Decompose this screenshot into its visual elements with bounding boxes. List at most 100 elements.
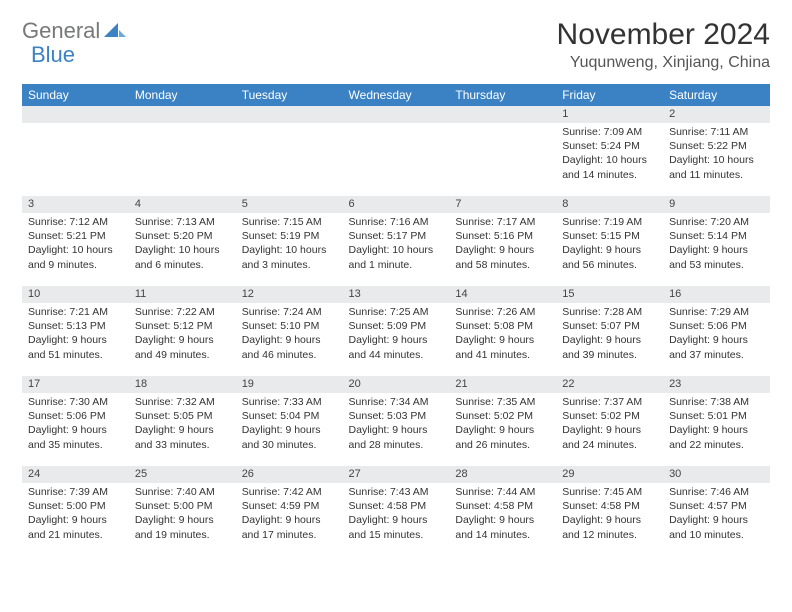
sunset-line: Sunset: 5:00 PM xyxy=(28,499,123,513)
day-number: 21 xyxy=(449,376,556,393)
sunset-line: Sunset: 5:13 PM xyxy=(28,319,123,333)
daylight-line: Daylight: 10 hours and 1 minute. xyxy=(349,243,444,271)
calendar-week-row: 3Sunrise: 7:12 AMSunset: 5:21 PMDaylight… xyxy=(22,196,770,286)
day-content: Sunrise: 7:38 AMSunset: 5:01 PMDaylight:… xyxy=(663,393,770,456)
sunset-line: Sunset: 5:00 PM xyxy=(135,499,230,513)
day-number: 28 xyxy=(449,466,556,483)
daylight-line: Daylight: 9 hours and 44 minutes. xyxy=(349,333,444,361)
sunrise-line: Sunrise: 7:46 AM xyxy=(669,485,764,499)
sunset-line: Sunset: 5:14 PM xyxy=(669,229,764,243)
day-content: Sunrise: 7:21 AMSunset: 5:13 PMDaylight:… xyxy=(22,303,129,366)
day-number: 20 xyxy=(343,376,450,393)
day-number: 27 xyxy=(343,466,450,483)
sunrise-line: Sunrise: 7:12 AM xyxy=(28,215,123,229)
day-content: Sunrise: 7:37 AMSunset: 5:02 PMDaylight:… xyxy=(556,393,663,456)
calendar-day-cell: 14Sunrise: 7:26 AMSunset: 5:08 PMDayligh… xyxy=(449,286,556,376)
sunset-line: Sunset: 5:05 PM xyxy=(135,409,230,423)
day-content: Sunrise: 7:24 AMSunset: 5:10 PMDaylight:… xyxy=(236,303,343,366)
day-content: Sunrise: 7:32 AMSunset: 5:05 PMDaylight:… xyxy=(129,393,236,456)
day-content: Sunrise: 7:34 AMSunset: 5:03 PMDaylight:… xyxy=(343,393,450,456)
daylight-line: Daylight: 10 hours and 9 minutes. xyxy=(28,243,123,271)
day-content xyxy=(236,123,343,183)
sunset-line: Sunset: 5:17 PM xyxy=(349,229,444,243)
day-number: 10 xyxy=(22,286,129,303)
daylight-line: Daylight: 9 hours and 49 minutes. xyxy=(135,333,230,361)
day-content xyxy=(449,123,556,183)
sunset-line: Sunset: 5:16 PM xyxy=(455,229,550,243)
sunrise-line: Sunrise: 7:43 AM xyxy=(349,485,444,499)
daylight-line: Daylight: 9 hours and 12 minutes. xyxy=(562,513,657,541)
daylight-line: Daylight: 9 hours and 19 minutes. xyxy=(135,513,230,541)
daylight-line: Daylight: 9 hours and 26 minutes. xyxy=(455,423,550,451)
sunrise-line: Sunrise: 7:33 AM xyxy=(242,395,337,409)
day-content: Sunrise: 7:45 AMSunset: 4:58 PMDaylight:… xyxy=(556,483,663,546)
day-content: Sunrise: 7:43 AMSunset: 4:58 PMDaylight:… xyxy=(343,483,450,546)
daylight-line: Daylight: 9 hours and 15 minutes. xyxy=(349,513,444,541)
calendar-week-row: 1Sunrise: 7:09 AMSunset: 5:24 PMDaylight… xyxy=(22,106,770,196)
calendar-table: SundayMondayTuesdayWednesdayThursdayFrid… xyxy=(22,84,770,556)
day-content: Sunrise: 7:17 AMSunset: 5:16 PMDaylight:… xyxy=(449,213,556,276)
sunset-line: Sunset: 5:06 PM xyxy=(28,409,123,423)
day-number: 19 xyxy=(236,376,343,393)
day-number: 25 xyxy=(129,466,236,483)
calendar-week-row: 17Sunrise: 7:30 AMSunset: 5:06 PMDayligh… xyxy=(22,376,770,466)
day-number: 17 xyxy=(22,376,129,393)
calendar-day-cell: 30 Sunrise: 7:46 AMSunset: 4:57 PMDayligh… xyxy=(663,466,770,556)
calendar-day-cell xyxy=(129,106,236,196)
sunrise-line: Sunrise: 7:17 AM xyxy=(455,215,550,229)
sunrise-line: Sunrise: 7:28 AM xyxy=(562,305,657,319)
daylight-line: Daylight: 9 hours and 30 minutes. xyxy=(242,423,337,451)
calendar-day-cell xyxy=(343,106,450,196)
sunset-line: Sunset: 5:02 PM xyxy=(562,409,657,423)
calendar-day-cell: 17Sunrise: 7:30 AMSunset: 5:06 PMDayligh… xyxy=(22,376,129,466)
sunrise-line: Sunrise: 7:40 AM xyxy=(135,485,230,499)
daylight-line: Daylight: 9 hours and 28 minutes. xyxy=(349,423,444,451)
sunrise-line: Sunrise: 7:38 AM xyxy=(669,395,764,409)
sunset-line: Sunset: 5:10 PM xyxy=(242,319,337,333)
sunset-line: Sunset: 4:58 PM xyxy=(562,499,657,513)
calendar-day-cell: 1Sunrise: 7:09 AMSunset: 5:24 PMDaylight… xyxy=(556,106,663,196)
calendar-day-cell: 7Sunrise: 7:17 AMSunset: 5:16 PMDaylight… xyxy=(449,196,556,286)
day-number xyxy=(22,106,129,123)
day-number: 30 xyxy=(663,466,770,483)
day-number: 14 xyxy=(449,286,556,303)
calendar-week-row: 10Sunrise: 7:21 AMSunset: 5:13 PMDayligh… xyxy=(22,286,770,376)
day-number: 2 xyxy=(663,106,770,123)
weekday-header: Sunday xyxy=(22,84,129,106)
sunrise-line: Sunrise: 7:44 AM xyxy=(455,485,550,499)
calendar-day-cell: 18Sunrise: 7:32 AMSunset: 5:05 PMDayligh… xyxy=(129,376,236,466)
weekday-header: Saturday xyxy=(663,84,770,106)
day-content: Sunrise: 7:28 AMSunset: 5:07 PMDaylight:… xyxy=(556,303,663,366)
calendar-day-cell: 23Sunrise: 7:38 AMSunset: 5:01 PMDayligh… xyxy=(663,376,770,466)
day-number: 4 xyxy=(129,196,236,213)
sunrise-line: Sunrise: 7:24 AM xyxy=(242,305,337,319)
sunset-line: Sunset: 5:12 PM xyxy=(135,319,230,333)
day-number: 1 xyxy=(556,106,663,123)
calendar-day-cell: 16Sunrise: 7:29 AMSunset: 5:06 PMDayligh… xyxy=(663,286,770,376)
day-number: 24 xyxy=(22,466,129,483)
calendar-day-cell: 27Sunrise: 7:43 AMSunset: 4:58 PMDayligh… xyxy=(343,466,450,556)
day-number xyxy=(236,106,343,123)
day-content: Sunrise: 7:12 AMSunset: 5:21 PMDaylight:… xyxy=(22,213,129,276)
day-content: Sunrise: 7:39 AMSunset: 5:00 PMDaylight:… xyxy=(22,483,129,546)
day-number: 9 xyxy=(663,196,770,213)
calendar-day-cell xyxy=(236,106,343,196)
day-content: Sunrise: 7:26 AMSunset: 5:08 PMDaylight:… xyxy=(449,303,556,366)
daylight-line: Daylight: 9 hours and 10 minutes. xyxy=(669,513,764,541)
calendar-day-cell: 9Sunrise: 7:20 AMSunset: 5:14 PMDaylight… xyxy=(663,196,770,286)
sunrise-line: Sunrise: 7:34 AM xyxy=(349,395,444,409)
sunset-line: Sunset: 4:57 PM xyxy=(669,499,764,513)
weekday-header: Wednesday xyxy=(343,84,450,106)
sunrise-line: Sunrise: 7:35 AM xyxy=(455,395,550,409)
day-number xyxy=(449,106,556,123)
calendar-body: 1Sunrise: 7:09 AMSunset: 5:24 PMDaylight… xyxy=(22,106,770,556)
logo-text-blue-wrapper: Blue xyxy=(31,42,75,68)
calendar-day-cell: 13Sunrise: 7:25 AMSunset: 5:09 PMDayligh… xyxy=(343,286,450,376)
sunset-line: Sunset: 5:15 PM xyxy=(562,229,657,243)
sunset-line: Sunset: 5:22 PM xyxy=(669,139,764,153)
sunrise-line: Sunrise: 7:15 AM xyxy=(242,215,337,229)
daylight-line: Daylight: 9 hours and 39 minutes. xyxy=(562,333,657,361)
calendar-day-cell: 15Sunrise: 7:28 AMSunset: 5:07 PMDayligh… xyxy=(556,286,663,376)
logo-text-general: General xyxy=(22,18,100,44)
day-number: 29 xyxy=(556,466,663,483)
